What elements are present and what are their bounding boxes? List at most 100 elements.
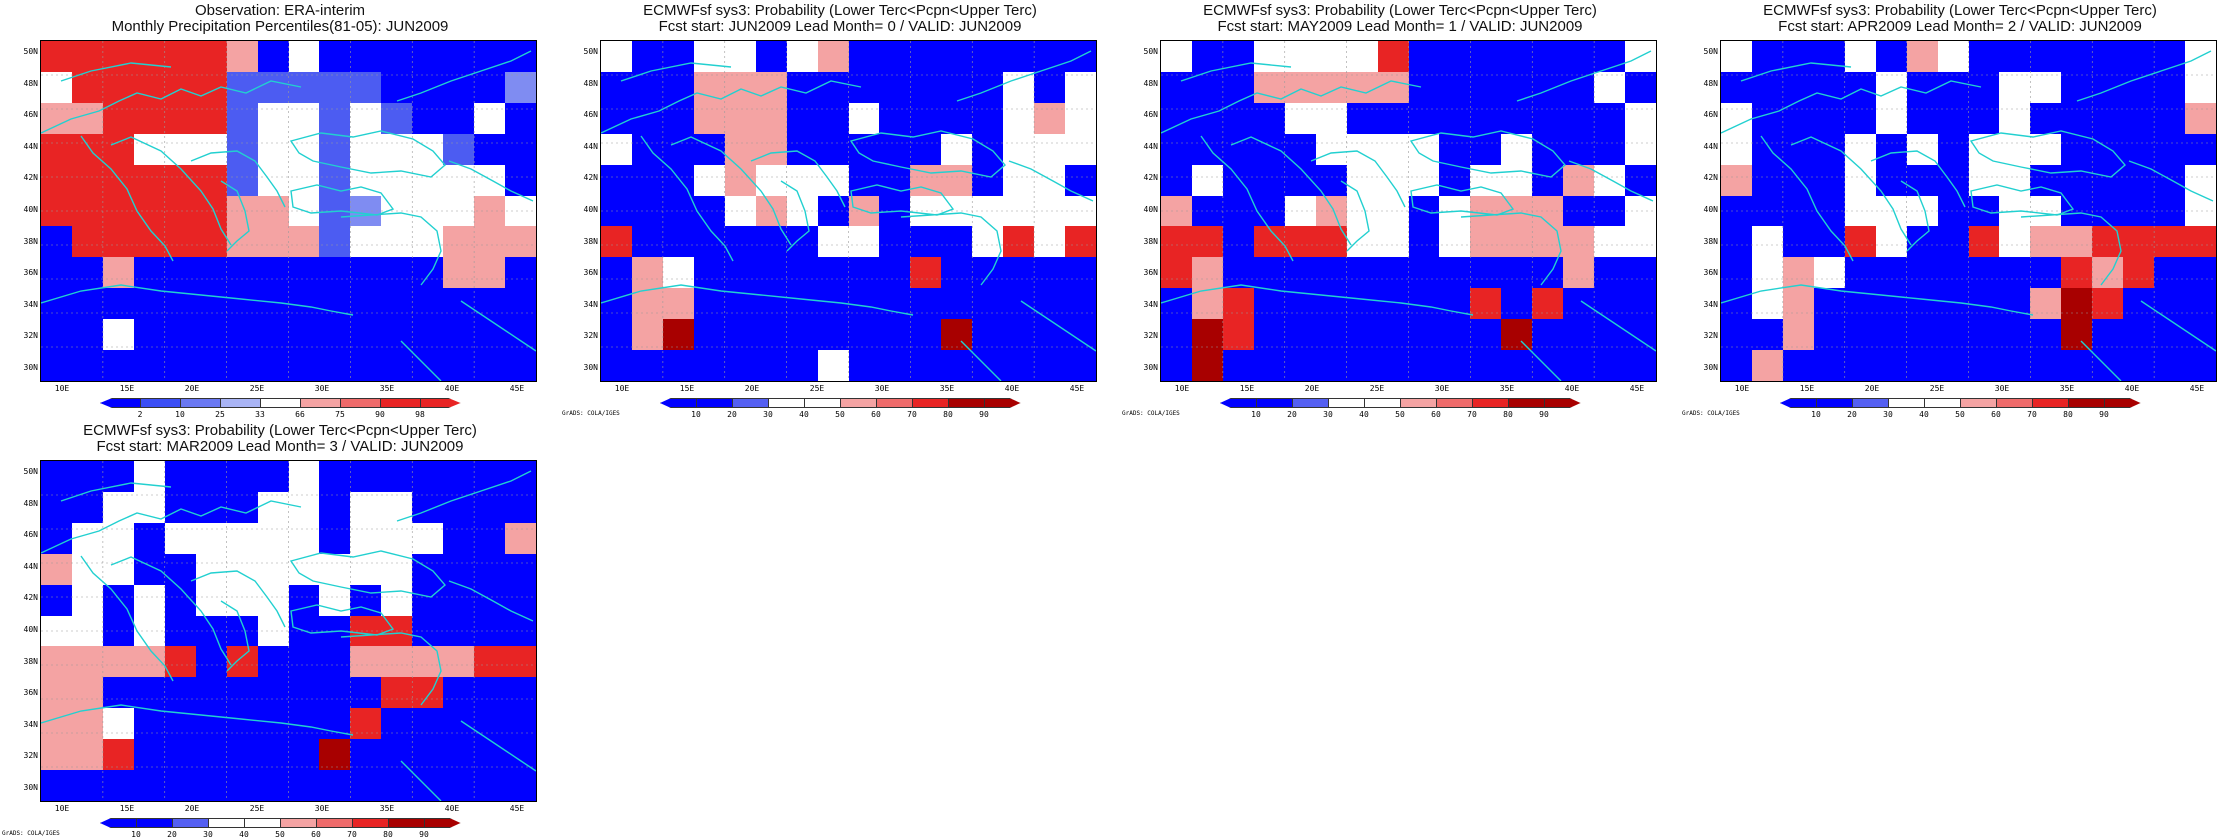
coastline [1008, 160, 1094, 202]
grid-cell [817, 164, 850, 197]
grid-cell [319, 102, 351, 135]
grid-cell [1377, 133, 1410, 166]
grid-cell [941, 257, 973, 289]
coastline [1310, 150, 1406, 208]
grid-cell [505, 71, 536, 104]
grid-cell [1999, 41, 2031, 73]
grid-cell [350, 257, 382, 289]
colorbar-tick-label: 80 [943, 410, 953, 419]
grid-cell [195, 319, 228, 351]
coastline [2020, 212, 2122, 286]
grid-cell [505, 257, 536, 289]
coastline [41, 284, 354, 316]
grid-cell [1003, 288, 1035, 320]
grid-cell [381, 226, 413, 258]
grid-cell [1003, 319, 1035, 351]
grid-cell [1034, 226, 1066, 258]
grid-cell [817, 71, 850, 104]
grid-cell [848, 257, 881, 289]
grid-cell [1563, 102, 1595, 135]
lon-label: 40E [444, 384, 460, 393]
grid-cell [1594, 71, 1626, 104]
coastline [396, 470, 532, 522]
coastline [2128, 160, 2214, 202]
grid-cell [1563, 350, 1595, 381]
grid-cell [786, 319, 819, 351]
grid-cell [1161, 164, 1193, 197]
coastline [1161, 80, 1422, 134]
coastline [956, 50, 1092, 102]
coastline [2140, 300, 2216, 352]
grid-cell [71, 226, 104, 258]
grid-cell [879, 350, 911, 381]
colorbar-tick-label: 90 [1539, 410, 1549, 419]
grid-cell [381, 41, 413, 73]
coastline [620, 62, 732, 82]
grid-cell [1532, 257, 1564, 289]
lat-label: 34N [23, 719, 38, 729]
lon-label: 20E [1304, 384, 1320, 393]
lon-label: 30E [874, 384, 890, 393]
grid-cell [505, 133, 536, 166]
lat-label: 44N [1703, 141, 1718, 151]
grid-cell [102, 71, 135, 104]
colorbar-segment [1888, 398, 1925, 408]
grid-cell [1191, 133, 1224, 166]
map-area [1160, 40, 1657, 382]
grid-cell [102, 319, 135, 351]
grid-cell [755, 102, 788, 135]
grid-cell [133, 226, 166, 258]
lon-label: 25E [1369, 384, 1385, 393]
grid-cell [1161, 350, 1193, 381]
lon-label: 35E [379, 384, 395, 393]
grid-cell [817, 350, 850, 381]
grid-cell [381, 350, 413, 381]
grid-cell [662, 102, 695, 135]
grid-cell [1191, 71, 1224, 104]
grid-cell [505, 102, 536, 135]
grid-cell [1501, 350, 1533, 381]
colorbar-segment [340, 398, 381, 408]
lon-label: 45E [509, 384, 525, 393]
grid-cell [133, 288, 166, 320]
grid-cell [662, 226, 695, 258]
grid-cell [724, 226, 757, 258]
grid-cell [1315, 319, 1348, 351]
coastline [1870, 150, 1966, 208]
lat-label: 42N [1703, 173, 1718, 183]
coastline [289, 130, 446, 178]
grid-cell [41, 71, 73, 104]
lat-label: 34N [1703, 299, 1718, 309]
grid-cell [474, 350, 506, 381]
colorbar-segment [100, 398, 141, 408]
colorbar [1780, 398, 2141, 408]
map-area [1720, 40, 2217, 382]
lat-label: 38N [23, 656, 38, 666]
grid-cell [1191, 257, 1224, 289]
grid-cell [195, 350, 228, 381]
grid-cell [443, 288, 475, 320]
grid-cell [1594, 319, 1626, 351]
grid-cell [133, 102, 166, 135]
grid-cell [972, 319, 1004, 351]
grid-cell [102, 133, 135, 166]
lon-label: 20E [744, 384, 760, 393]
grid-cell [1253, 226, 1286, 258]
lon-label: 45E [2189, 384, 2205, 393]
colorbar-tick-label: 70 [347, 830, 357, 839]
grid-cell [1377, 350, 1410, 381]
colorbar [1220, 398, 1581, 408]
grid-cell [817, 319, 850, 351]
grid-cell [1563, 226, 1595, 258]
grid-cell [817, 102, 850, 135]
grid-cell [1003, 226, 1035, 258]
grid-cell [1284, 226, 1317, 258]
grid-cell [1594, 102, 1626, 135]
grid-cell [601, 288, 633, 320]
colorbar-segment [1508, 398, 1545, 408]
grid-cell [1377, 41, 1410, 73]
lon-label: 40E [1564, 384, 1580, 393]
coastline [1520, 340, 1562, 381]
colorbar-segment [380, 398, 421, 408]
grid-cell [1439, 41, 1471, 73]
